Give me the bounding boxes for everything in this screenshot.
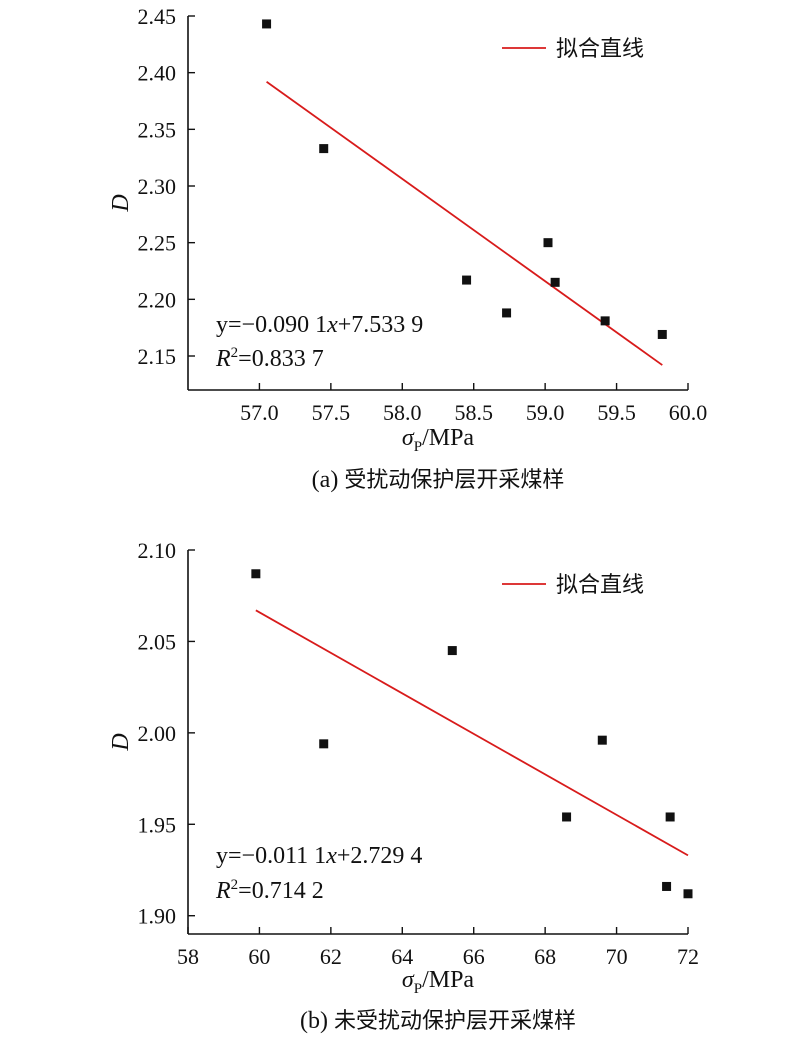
data-point	[502, 308, 512, 318]
fit-equation: y=−0.011 1x+2.729 4	[216, 843, 422, 869]
y-tick-label: 2.10	[138, 538, 177, 563]
chart-panel-a: 2.15 2.20 2.25 2.30 2.35 2.40 2.45 57.0 57.5 58.0…	[108, 4, 707, 493]
y-tick-label: 2.35	[138, 117, 177, 142]
x-tick-label: 59.0	[526, 400, 565, 425]
y-tick-label: 2.05	[138, 629, 177, 654]
x-tick-label: 60	[248, 944, 270, 969]
data-point	[262, 19, 272, 29]
x-tick-label: 62	[320, 944, 342, 969]
x-axis-title: σP/MPa	[402, 425, 475, 455]
y-tick-label: 2.00	[138, 721, 177, 746]
x-tick-label: 58.0	[383, 400, 422, 425]
data-point	[550, 277, 560, 287]
data-point	[319, 739, 329, 749]
y-axis-title: D	[108, 733, 134, 751]
data-point	[543, 238, 553, 248]
x-tick-label: 57.5	[312, 400, 351, 425]
x-tick-label: 57.0	[240, 400, 279, 425]
panel-caption: (a) 受扰动保护层开采煤样	[312, 467, 565, 493]
y-tick-label: 2.15	[138, 344, 177, 369]
data-point	[600, 316, 610, 326]
data-point	[319, 144, 329, 154]
data-point	[447, 646, 457, 656]
y-tick-label: 2.25	[138, 231, 177, 256]
y-tick-label: 2.20	[138, 287, 177, 312]
fit-equation: y=−0.090 1x+7.533 9	[216, 312, 423, 338]
data-point	[462, 275, 472, 285]
data-point	[562, 812, 572, 822]
x-tick-label: 68	[534, 944, 556, 969]
x-tick-label: 58	[177, 944, 199, 969]
fit-line	[266, 81, 663, 366]
y-tick-label: 1.95	[138, 812, 177, 837]
y-tick-label: 2.40	[138, 61, 177, 86]
data-point	[657, 329, 667, 339]
x-tick-label: 59.5	[597, 400, 636, 425]
x-tick-label: 60.0	[669, 400, 708, 425]
legend-label: 拟合直线	[556, 573, 644, 598]
x-axis-title: σP/MPa	[402, 967, 475, 997]
x-tick-label: 64	[391, 944, 413, 969]
y-axis-title: D	[108, 194, 134, 212]
data-point	[251, 569, 261, 579]
panel-caption: (b) 未受扰动保护层开采煤样	[300, 1008, 576, 1034]
y-tick-label: 2.45	[138, 4, 177, 29]
y-tick-label: 1.90	[138, 904, 177, 929]
chart-panel-b: 1.90 1.95 2.00 2.05 2.10 58 60 62 64 66 68 70 72 DσP/…	[108, 538, 699, 1034]
data-point	[597, 735, 607, 745]
data-point	[683, 889, 693, 899]
x-tick-label: 70	[606, 944, 628, 969]
y-tick-label: 2.30	[138, 174, 177, 199]
legend-label: 拟合直线	[556, 37, 644, 62]
x-tick-label: 66	[463, 944, 485, 969]
data-point	[662, 881, 672, 891]
r-squared: R2=0.833 7	[215, 345, 324, 372]
data-point	[665, 812, 675, 822]
fit-line	[255, 609, 689, 857]
x-tick-label: 72	[677, 944, 699, 969]
x-tick-label: 58.5	[454, 400, 493, 425]
r-squared: R2=0.714 2	[215, 877, 324, 904]
